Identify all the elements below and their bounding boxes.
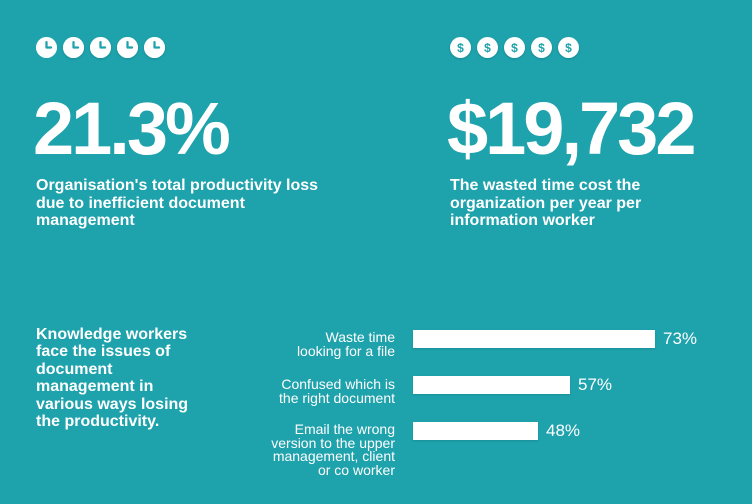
bar-confused: [413, 376, 570, 394]
dollar-icon: $: [450, 37, 471, 58]
description-line: Organisation's total productivity loss: [36, 177, 319, 194]
bar-label-line: looking for a file: [296, 342, 395, 359]
bar-label-line: Email the wrong: [294, 421, 395, 437]
clock-icon-row: [36, 37, 165, 58]
bar-email-wrong-version: [413, 422, 538, 440]
productivity-loss-description: Organisation's total productivity loss d…: [36, 177, 318, 230]
bar-label-line: the right document: [279, 389, 395, 406]
dollar-icon: $: [531, 37, 552, 58]
wasted-cost-value: $19,732: [447, 87, 696, 170]
description-line: The wasted time cost the: [450, 177, 641, 194]
clock-icon: [144, 37, 165, 58]
bar-waste-time: [413, 330, 655, 348]
bar-value-email-wrong-version: 48%: [546, 421, 581, 440]
clock-icon: [36, 37, 57, 58]
intro-line: the productivity.: [36, 413, 160, 431]
bar-label-line: Confused which is: [281, 376, 395, 392]
description-line: due to inefficient document: [36, 194, 245, 212]
clock-icon: [117, 37, 138, 58]
bar-label-line: Waste time: [325, 329, 396, 345]
description-line: organization per year per: [450, 194, 642, 212]
intro-line: document: [36, 360, 113, 378]
intro-line: face the issues of: [36, 343, 171, 361]
bar-label-line: management, client: [272, 448, 395, 465]
productivity-loss-value: 21.3%: [33, 87, 231, 170]
dollar-icon-row: $ $ $ $ $: [450, 37, 579, 58]
wasted-cost-description: The wasted time cost the organization pe…: [450, 177, 641, 230]
intro-text: Knowledge workers face the issues of doc…: [36, 326, 188, 430]
dollar-icon: $: [477, 37, 498, 58]
bar-label-line: or co worker: [317, 461, 395, 478]
intro-line: Knowledge workers: [36, 326, 188, 343]
bar-value-waste-time: 73%: [663, 329, 698, 348]
clock-icon: [63, 37, 84, 58]
bar-value-confused: 57%: [578, 375, 613, 394]
bar-label-confused: Confused which is the right document: [245, 376, 395, 406]
dollar-icon: $: [558, 37, 579, 58]
description-line: information worker: [450, 212, 595, 229]
description-line: management: [36, 212, 135, 229]
intro-line: management in: [36, 378, 154, 396]
bar-label-line: version to the upper: [271, 434, 395, 451]
intro-line: various ways losing: [36, 395, 189, 413]
bar-label-waste-time: Waste time looking for a file: [245, 329, 396, 359]
clock-icon: [90, 37, 111, 58]
dollar-icon: $: [504, 37, 525, 58]
bar-label-email-wrong-version: Email the wrong version to the upper man…: [245, 421, 395, 478]
